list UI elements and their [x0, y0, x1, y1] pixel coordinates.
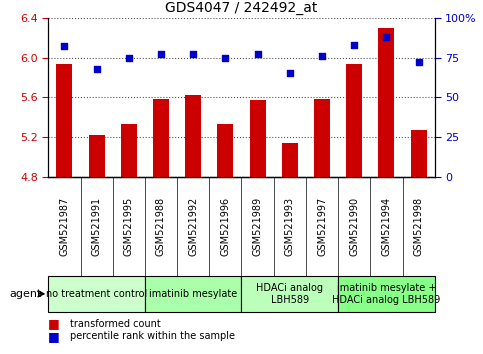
Text: GSM521994: GSM521994 [382, 197, 391, 256]
Text: no treatment control: no treatment control [46, 289, 147, 299]
Point [93, 66, 100, 72]
Bar [48, 276, 145, 312]
Text: GSM521993: GSM521993 [285, 197, 295, 256]
Text: GSM521998: GSM521998 [413, 197, 424, 256]
Text: agent: agent [10, 289, 42, 299]
Point [286, 70, 294, 76]
Text: GSM521988: GSM521988 [156, 197, 166, 256]
Text: percentile rank within the sample: percentile rank within the sample [70, 331, 235, 341]
Text: imatinib mesylate +
HDACi analog LBH589: imatinib mesylate + HDACi analog LBH589 [332, 283, 440, 305]
Text: GSM521991: GSM521991 [92, 197, 101, 256]
Point [415, 59, 423, 65]
Point [383, 34, 390, 40]
Title: GDS4047 / 242492_at: GDS4047 / 242492_at [165, 1, 318, 15]
Text: GSM521987: GSM521987 [59, 197, 70, 256]
Point [254, 51, 261, 57]
Text: GSM521992: GSM521992 [188, 197, 198, 256]
Bar [346, 64, 362, 177]
Bar [250, 100, 266, 177]
Bar [217, 124, 233, 177]
Bar [282, 143, 298, 177]
Bar [411, 130, 426, 177]
Bar [338, 276, 435, 312]
Text: transformed count: transformed count [70, 319, 161, 329]
Point [157, 51, 165, 57]
Bar [145, 276, 242, 312]
Bar [121, 124, 137, 177]
Text: GSM521996: GSM521996 [220, 197, 230, 256]
Point [318, 53, 326, 59]
Text: GSM521989: GSM521989 [253, 197, 263, 256]
Bar [314, 99, 330, 177]
Text: GSM521997: GSM521997 [317, 197, 327, 256]
Text: GSM521995: GSM521995 [124, 197, 134, 256]
Bar [153, 99, 169, 177]
Point [60, 44, 68, 49]
Point [222, 55, 229, 60]
Point [189, 51, 197, 57]
Bar [378, 28, 395, 177]
Point [125, 55, 133, 60]
Text: ■: ■ [48, 330, 60, 343]
Text: imatinib mesylate: imatinib mesylate [149, 289, 237, 299]
Text: HDACi analog
LBH589: HDACi analog LBH589 [256, 283, 323, 305]
Bar [242, 276, 338, 312]
Bar [57, 64, 72, 177]
Text: GSM521990: GSM521990 [349, 197, 359, 256]
Point [350, 42, 358, 47]
Bar [185, 95, 201, 177]
Bar [88, 135, 105, 177]
Text: ■: ■ [48, 318, 60, 330]
